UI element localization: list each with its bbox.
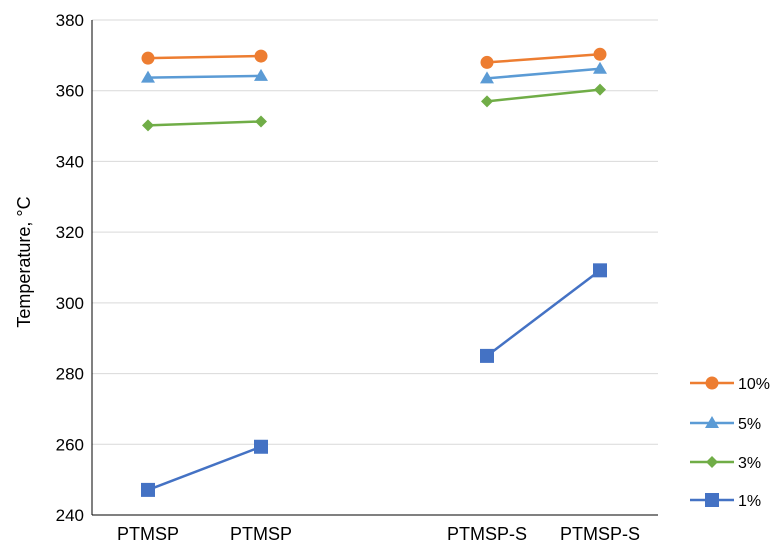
legend-item: 1%: [690, 493, 761, 510]
circle-marker: [705, 376, 719, 390]
legend-item: 3%: [690, 455, 761, 472]
legend-item: 10%: [690, 376, 770, 393]
series-3-percent: [142, 83, 606, 132]
diamond-marker: [481, 95, 493, 108]
y-tick-label: 260: [56, 435, 84, 454]
circle-marker: [480, 55, 494, 69]
square-marker: [705, 493, 719, 507]
series-line: [486, 53, 601, 64]
y-tick-label: 340: [56, 152, 84, 171]
circle-marker: [593, 47, 607, 61]
y-tick-label: 280: [56, 365, 84, 384]
y-axis-label: Temperature, °C: [14, 196, 34, 327]
series-5-percent: [141, 61, 607, 84]
y-tick-label: 300: [56, 294, 84, 313]
legend-item: 5%: [690, 416, 761, 433]
triangle-marker: [480, 71, 494, 84]
series-1-percent: [141, 263, 607, 497]
series-line: [147, 445, 262, 492]
series-line: [486, 269, 601, 357]
series-layer: [141, 47, 607, 497]
gridlines: [92, 19, 658, 445]
y-tick-labels: 240 260 280 300 320 340 360 380: [56, 11, 84, 525]
square-marker: [141, 482, 155, 497]
triangle-marker: [254, 68, 268, 81]
legend-label: 5%: [738, 416, 761, 433]
diamond-marker: [142, 119, 154, 132]
x-tick-label: PTMSP-S: [560, 524, 640, 544]
x-tick-label: PTMSP-S: [447, 524, 527, 544]
series-10-percent: [141, 47, 607, 69]
y-tick-label: 360: [56, 82, 84, 101]
series-line: [147, 74, 262, 79]
series-line: [147, 120, 262, 127]
diamond-marker: [255, 115, 267, 128]
triangle-marker: [593, 61, 607, 74]
diamond-marker: [706, 456, 718, 468]
y-tick-label: 320: [56, 223, 84, 242]
x-tick-labels: PTMSP PTMSP PTMSP-S PTMSP-S: [117, 524, 640, 544]
legend-label: 3%: [738, 455, 761, 472]
series-line: [486, 67, 601, 80]
x-tick-label: PTMSP: [230, 524, 292, 544]
circle-marker: [254, 49, 268, 63]
square-marker: [254, 439, 268, 454]
y-tick-label: 240: [56, 506, 84, 525]
circle-marker: [141, 51, 155, 65]
series-line: [486, 88, 601, 103]
square-marker: [480, 348, 494, 363]
legend-label: 1%: [738, 493, 761, 510]
legend: 10% 5% 3% 1%: [690, 376, 770, 510]
y-tick-label: 380: [56, 11, 84, 30]
triangle-marker: [141, 70, 155, 83]
x-tick-label: PTMSP: [117, 524, 179, 544]
legend-label: 10%: [738, 376, 770, 393]
diamond-marker: [594, 83, 606, 96]
triangle-marker: [705, 416, 719, 428]
axes: [91, 20, 658, 516]
series-line: [147, 54, 262, 60]
square-marker: [593, 263, 607, 278]
